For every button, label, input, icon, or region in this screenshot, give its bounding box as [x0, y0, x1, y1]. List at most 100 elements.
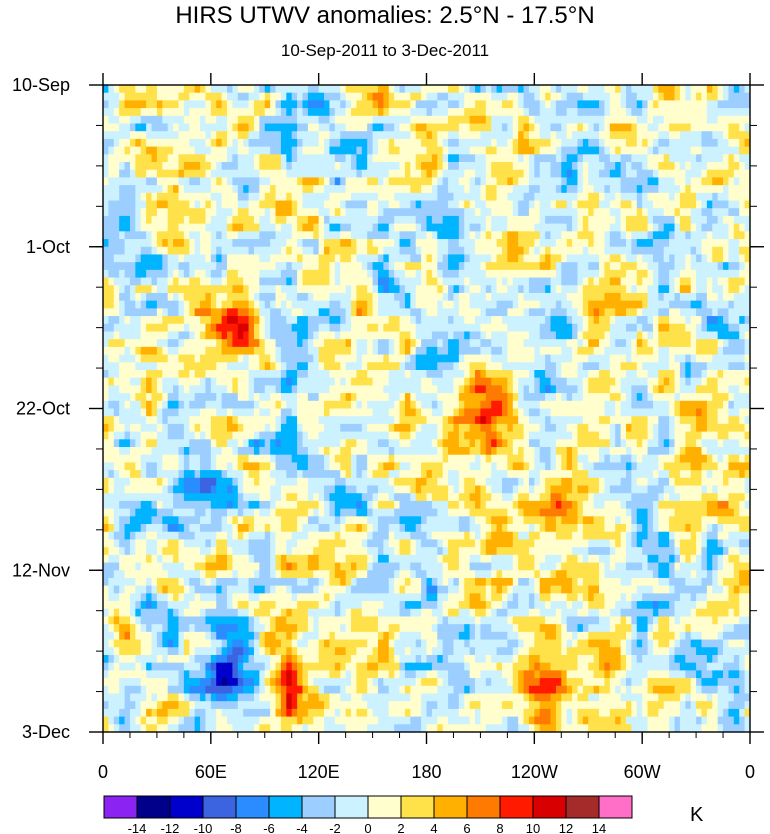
- heatmap-cell: [739, 393, 746, 402]
- heatmap-cell: [712, 85, 719, 94]
- heatmap-cell: [361, 92, 368, 101]
- heatmap-cell: [728, 246, 735, 256]
- heatmap-cell: [599, 108, 606, 117]
- heatmap-cell: [685, 108, 692, 117]
- heatmap-cell: [270, 362, 277, 371]
- heatmap-cell: [156, 92, 163, 101]
- heatmap-cell: [108, 331, 115, 340]
- heatmap-cell: [399, 254, 406, 263]
- heatmap-cell: [318, 146, 325, 155]
- heatmap-cell: [480, 331, 487, 340]
- heatmap-cell: [189, 323, 196, 333]
- heatmap-cell: [324, 262, 331, 271]
- heatmap-cell: [723, 208, 730, 217]
- heatmap-cell: [647, 285, 654, 294]
- heatmap-cell: [351, 92, 358, 101]
- heatmap-cell: [329, 285, 336, 294]
- heatmap-cell: [604, 154, 611, 163]
- heatmap-cell: [442, 192, 449, 202]
- heatmap-cell: [253, 92, 260, 101]
- heatmap-cell: [259, 316, 266, 325]
- heatmap-cell: [156, 393, 163, 402]
- heatmap-cell: [566, 177, 573, 186]
- heatmap-cell: [162, 316, 169, 325]
- heatmap-cell: [701, 100, 708, 109]
- heatmap-cell: [264, 323, 271, 333]
- heatmap-cell: [415, 262, 422, 271]
- heatmap-cell: [728, 123, 735, 132]
- heatmap-cell: [135, 316, 142, 325]
- heatmap-cell: [539, 146, 546, 155]
- heatmap-cell: [631, 246, 638, 256]
- heatmap-cell: [577, 246, 584, 256]
- heatmap-cell: [701, 385, 708, 394]
- heatmap-cell: [485, 123, 492, 132]
- heatmap-cell: [270, 185, 277, 194]
- heatmap-cell: [410, 323, 417, 333]
- heatmap-cell: [324, 100, 331, 109]
- heatmap-cell: [351, 169, 358, 179]
- heatmap-cell: [453, 231, 460, 240]
- heatmap-cell: [475, 362, 482, 371]
- heatmap-cell: [652, 393, 659, 402]
- heatmap-cell: [572, 154, 579, 163]
- heatmap-cell: [679, 285, 686, 294]
- heatmap-cell: [577, 239, 584, 248]
- heatmap-cell: [248, 169, 255, 179]
- heatmap-cell: [221, 215, 228, 225]
- heatmap-cell: [404, 192, 411, 202]
- heatmap-cell: [334, 285, 341, 294]
- heatmap-cell: [507, 239, 514, 248]
- heatmap-cell: [113, 138, 120, 148]
- heatmap-cell: [717, 185, 724, 194]
- heatmap-cell: [728, 138, 735, 148]
- heatmap-cell: [631, 92, 638, 101]
- heatmap-cell: [356, 192, 363, 202]
- heatmap-cell: [264, 292, 271, 302]
- heatmap-cell: [146, 269, 153, 279]
- heatmap-cell: [507, 308, 514, 317]
- heatmap-cell: [372, 254, 379, 263]
- heatmap-cell: [453, 285, 460, 294]
- heatmap-cell: [550, 269, 557, 279]
- heatmap-cell: [227, 108, 233, 117]
- heatmap-cell: [739, 339, 746, 348]
- heatmap-cell: [431, 369, 438, 379]
- heatmap-cell: [658, 285, 665, 294]
- heatmap-cell: [113, 385, 120, 394]
- heatmap-cell: [394, 400, 401, 410]
- heatmap-cell: [464, 246, 471, 256]
- heatmap-cell: [291, 246, 298, 256]
- heatmap-cell: [744, 331, 750, 340]
- heatmap-cell: [270, 208, 277, 217]
- heatmap-cell: [108, 246, 115, 256]
- heatmap-cell: [313, 377, 320, 386]
- heatmap-cell: [728, 277, 735, 286]
- heatmap-cell: [237, 285, 244, 294]
- heatmap-cell: [561, 393, 568, 402]
- heatmap-cell: [259, 231, 266, 240]
- heatmap-cell: [108, 285, 115, 294]
- heatmap-cell: [588, 100, 595, 109]
- heatmap-cell: [690, 385, 697, 394]
- heatmap-cell: [119, 154, 126, 163]
- heatmap-cell: [561, 154, 568, 163]
- heatmap-cell: [372, 400, 379, 410]
- heatmap-cell: [652, 262, 659, 271]
- heatmap-cell: [636, 277, 643, 286]
- heatmap-cell: [313, 300, 320, 309]
- heatmap-cell: [415, 323, 422, 333]
- heatmap-cell: [151, 400, 158, 410]
- heatmap-cell: [399, 177, 406, 186]
- heatmap-cell: [388, 108, 395, 117]
- heatmap-cell: [572, 200, 579, 209]
- heatmap-cell: [324, 385, 331, 394]
- heatmap-cell: [162, 131, 169, 140]
- heatmap-cell: [496, 254, 503, 263]
- heatmap-cell: [280, 323, 287, 333]
- heatmap-cell: [232, 300, 239, 309]
- heatmap-cell: [501, 316, 508, 325]
- heatmap-cell: [216, 177, 223, 186]
- heatmap-cell: [388, 138, 395, 148]
- heatmap-cell: [588, 331, 595, 340]
